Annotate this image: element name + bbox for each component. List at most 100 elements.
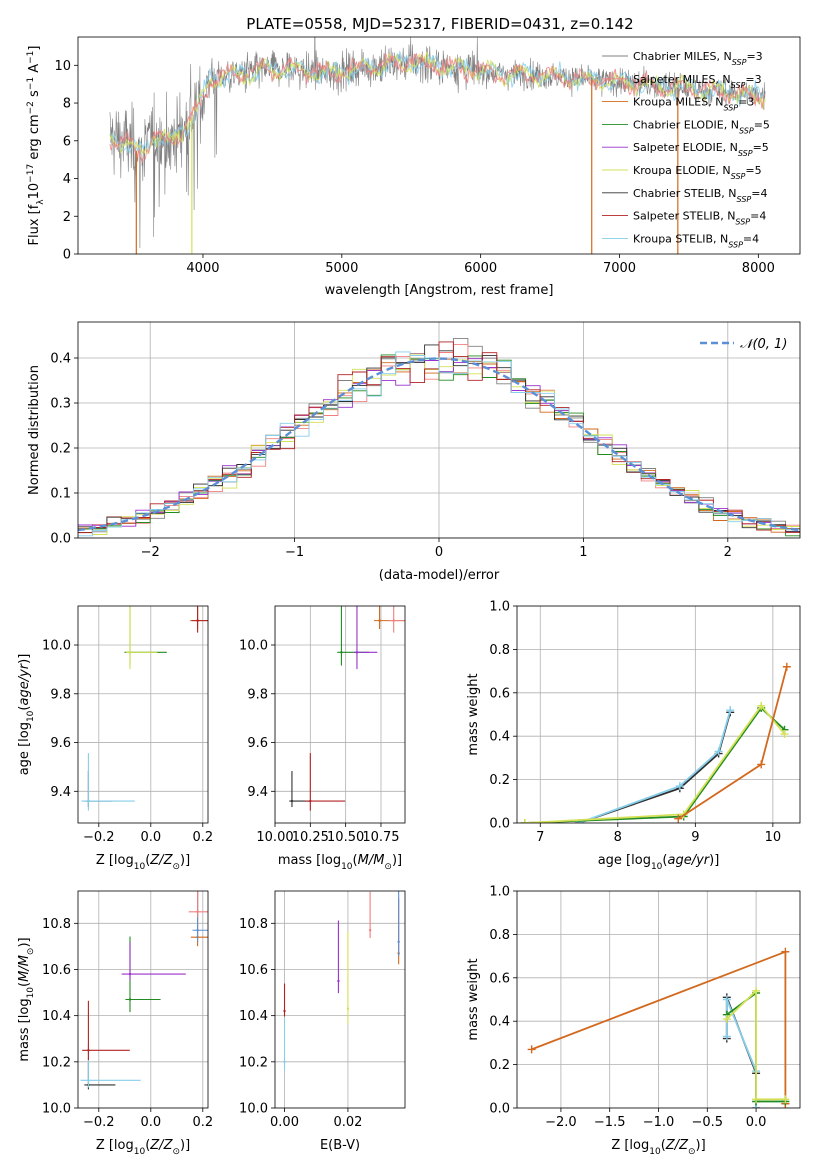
x-tick-label: 10.75	[362, 830, 399, 845]
x-tick-label: 0.2	[192, 1115, 213, 1130]
y-tick-label: 10.4	[239, 1009, 268, 1024]
x-axis-label: wavelength [Angstrom, rest frame]	[325, 283, 554, 298]
data-point	[397, 940, 400, 943]
x-axis-label: mass [log10(M/M⊙)]	[278, 853, 402, 872]
x-tick-label: 6000	[464, 261, 497, 276]
y-tick-label: 0.0	[50, 532, 71, 547]
y-tick-label: 9.8	[50, 687, 71, 702]
y-tick-label: 9.4	[247, 785, 268, 800]
x-tick-label: 10	[765, 830, 782, 845]
x-tick-label: −2	[141, 545, 160, 560]
legend-entry: Chabrier STELIB, NSSP=4	[633, 187, 767, 204]
y-tick-label: 10.8	[42, 917, 71, 932]
axes-frame	[274, 890, 406, 1109]
y-tick-label: 0	[63, 248, 71, 263]
x-tick-label: −1.0	[643, 1115, 675, 1130]
x-axis-label: E(B-V)	[320, 1138, 360, 1153]
plot-area	[517, 606, 800, 823]
data-point	[283, 1009, 286, 1013]
legend-entry: Chabrier ELODIE, NSSP=5	[633, 118, 770, 135]
x-tick-label: 0.0	[140, 1115, 161, 1130]
data-point	[196, 929, 199, 932]
y-axis-label: Flux [fλ10−17 erg cm−2 s−1 A−1]	[26, 46, 46, 246]
y-tick-label: 2	[63, 210, 71, 225]
y-tick-label: 9.6	[247, 736, 268, 751]
data-point	[87, 1079, 90, 1082]
x-tick-label: −0.2	[83, 1115, 115, 1130]
y-tick-label: 6	[63, 134, 71, 149]
data-marker	[722, 995, 731, 1004]
data-point	[87, 1049, 90, 1052]
x-tick-label: −1.5	[594, 1115, 626, 1130]
x-axis-label: Z [log10(Z/Z⊙)]	[96, 853, 190, 872]
legend-entry: Salpeter MILES, NSSP=3	[633, 73, 762, 90]
data-marker	[520, 819, 529, 823]
chart-mass_weight_vs_Z: −2.0 −1.5 −1.0 −0.5 0.0 0.0 0.2 0.4 0.6 0.8 1.0 Z […	[466, 885, 801, 1157]
model-fit-line	[109, 50, 766, 155]
y-tick-label: 10	[54, 59, 71, 74]
model-fit-line	[109, 52, 766, 164]
mass-weight-line	[578, 709, 732, 823]
data-marker	[752, 986, 761, 995]
y-axis-label: mass [log10(M/M⊙)]	[17, 937, 36, 1061]
y-tick-label: 0.6	[489, 686, 510, 701]
residual-histogram	[78, 351, 800, 537]
x-tick-label: −0.2	[83, 830, 115, 845]
legend-entry: Chabrier MILES, NSSP=3	[633, 50, 763, 67]
y-tick-label: 0.2	[489, 1058, 510, 1073]
y-axis-label: age [log10(age/yr)]	[17, 654, 36, 776]
y-tick-label: 0.1	[50, 487, 71, 502]
x-tick-label: 8	[614, 830, 622, 845]
plot-area	[78, 322, 800, 538]
y-tick-label: 8	[63, 97, 71, 112]
plot-area	[275, 606, 405, 823]
y-tick-label: 4	[63, 172, 71, 187]
axes-frame	[77, 36, 801, 255]
y-tick-label: 0.4	[489, 730, 510, 745]
x-tick-label: 0	[435, 545, 443, 560]
axes-frame	[274, 605, 406, 824]
x-axis-label: Z [log10(Z/Z⊙)]	[96, 1138, 190, 1157]
figure-title: PLATE=0558, MJD=52317, FIBERID=0431, z=0…	[246, 15, 633, 33]
data-point	[309, 799, 312, 803]
x-tick-label: 8000	[742, 261, 775, 276]
x-tick-label: 0.02	[333, 1115, 362, 1130]
legend-entry: Kroupa STELIB, NSSP=4	[633, 232, 759, 249]
x-tick-label: 0.0	[746, 1115, 767, 1130]
data-point	[378, 619, 381, 622]
data-point	[355, 651, 359, 654]
x-tick-label: 10.00	[256, 830, 293, 845]
chart-mass_vs_ebv: 0.00 0.02 10.0 10.2 10.4 10.6 10.8 E(B-V)	[239, 890, 406, 1153]
y-tick-label: 0.0	[489, 817, 510, 832]
y-tick-label: 1.0	[489, 600, 510, 615]
data-point	[340, 651, 343, 654]
data-marker	[780, 730, 789, 739]
y-tick-label: 0.8	[489, 643, 510, 658]
data-point	[87, 799, 90, 803]
plot-area	[109, 37, 766, 254]
plot-area	[78, 606, 208, 823]
y-tick-label: 10.6	[239, 963, 268, 978]
data-point	[290, 799, 294, 803]
x-tick-label: 0.2	[192, 830, 213, 845]
y-tick-label: 10.6	[42, 963, 71, 978]
y-tick-label: 0.6	[489, 971, 510, 986]
axes-frame	[77, 605, 209, 824]
data-point	[337, 979, 340, 983]
y-tick-label: 9.6	[50, 736, 71, 751]
y-tick-label: 10.0	[239, 1102, 268, 1117]
x-axis-label: age [log10(age/yr)]	[598, 853, 720, 872]
axes-frame	[77, 890, 209, 1109]
data-point	[392, 619, 395, 622]
data-marker	[722, 1032, 731, 1041]
y-axis-label: Normed distribution	[27, 365, 42, 495]
x-tick-label: 0.0	[140, 830, 161, 845]
data-point	[128, 998, 132, 1001]
data-marker	[722, 1015, 731, 1024]
data-point	[128, 651, 132, 654]
data-point	[196, 619, 199, 622]
observed-spectrum	[109, 37, 766, 249]
x-axis-label: (data-model)/error	[379, 568, 500, 583]
mass-weight-line	[726, 988, 786, 1101]
